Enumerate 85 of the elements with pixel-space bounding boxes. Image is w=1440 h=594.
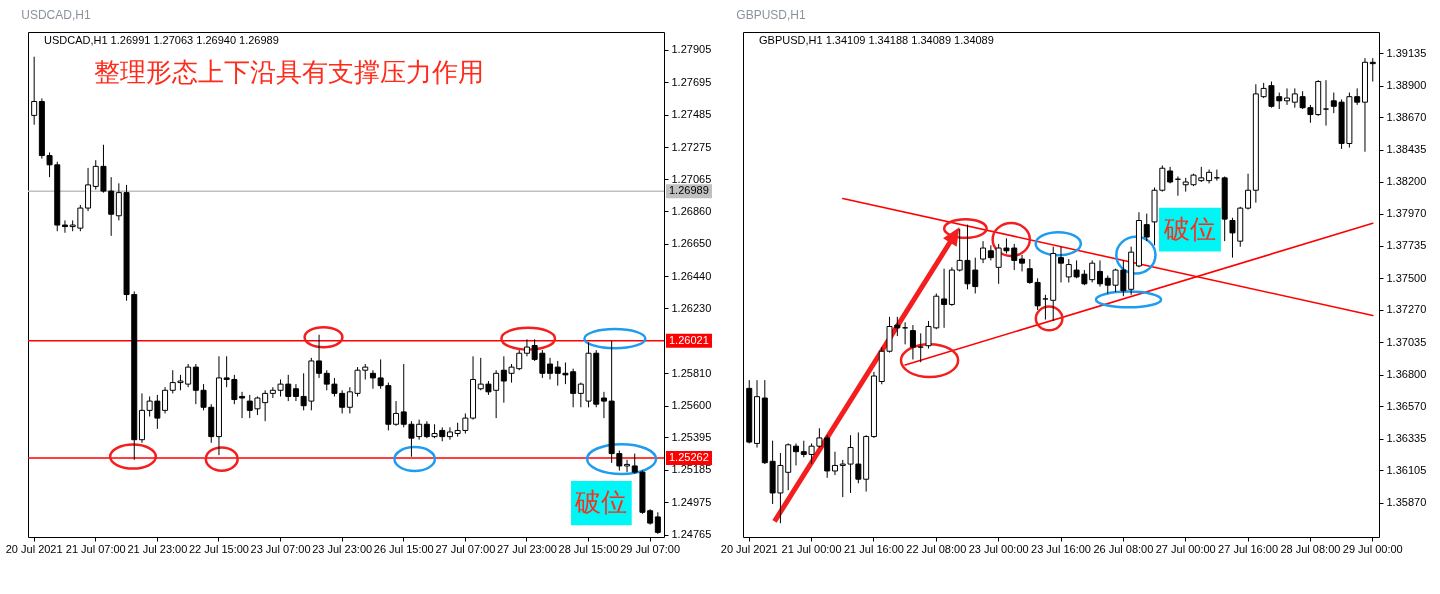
y-tick-label: 1.39135 [1386, 46, 1427, 59]
y-tick-label: 1.27485 [671, 108, 712, 121]
y-tick-label: 1.25395 [671, 430, 712, 443]
x-tick-label: 27 Jul 07:00 [435, 542, 496, 555]
ref-line-label: 1.26021 [669, 333, 709, 346]
ref-line-label: 1.26989 [669, 184, 709, 197]
candlestick [624, 459, 631, 473]
x-tick-label: 23 Jul 07:00 [250, 542, 311, 555]
x-tick-label: 21 Jul 00:00 [781, 542, 842, 555]
y-tick-label: 1.26860 [671, 204, 712, 217]
candlestick [61, 219, 68, 234]
x-tick-label: 27 Jul 23:00 [496, 542, 557, 555]
candlestick [1042, 294, 1049, 321]
annotation: 整理形态上下沿具有支撑压力作用 [94, 56, 485, 87]
y-tick-label: 1.38900 [1386, 79, 1427, 92]
x-tick-label: 22 Jul 15:00 [188, 542, 249, 555]
y-tick-label: 1.37970 [1386, 207, 1427, 220]
y-tick-label: 1.37035 [1386, 335, 1427, 348]
x-tick-label: 27 Jul 16:00 [1218, 542, 1279, 555]
y-tick-label: 1.26440 [671, 269, 712, 282]
x-tick-label: 23 Jul 00:00 [968, 542, 1029, 555]
x-tick-label: 23 Jul 23:00 [312, 542, 373, 555]
x-tick-label: 29 Jul 07:00 [620, 542, 681, 555]
y-tick-label: 1.24765 [671, 528, 712, 541]
candlestick [941, 268, 948, 329]
candlestick [917, 332, 924, 363]
candlestick [547, 357, 554, 380]
ref-line-label: 1.25262 [669, 450, 709, 463]
y-tick-label: 1.26230 [671, 301, 712, 314]
x-tick-label: 21 Jul 16:00 [843, 542, 904, 555]
y-tick-label: 1.35870 [1386, 496, 1427, 509]
chart-subtitle: USDCAD,H1 1.26991 1.27063 1.26940 1.26989 [44, 34, 279, 46]
y-tick-label: 1.36335 [1386, 432, 1427, 445]
candlestick [292, 383, 299, 402]
x-tick-label: 23 Jul 16:00 [1031, 542, 1091, 555]
y-tick-label: 1.37270 [1386, 303, 1427, 316]
chart-title: GBPUSD,H1 [736, 8, 806, 22]
x-tick-label: 28 Jul 15:00 [558, 542, 619, 555]
y-tick-label: 1.27275 [671, 140, 712, 153]
y-tick-label: 1.37735 [1386, 239, 1427, 252]
candlestick [1323, 79, 1329, 127]
candlestick [980, 240, 987, 264]
y-tick-label: 1.38435 [1386, 143, 1427, 156]
chart-subtitle: GBPUSD,H1 1.34109 1.34188 1.34089 1.34089 [759, 34, 994, 46]
candlestick [1096, 259, 1103, 288]
y-tick-label: 1.27905 [671, 43, 712, 56]
x-tick-label: 21 Jul 07:00 [65, 542, 126, 555]
y-tick-label: 1.27065 [671, 172, 712, 185]
y-tick-label: 1.36800 [1386, 368, 1427, 381]
candlestick [793, 442, 799, 466]
annotation: 破位 [574, 487, 628, 518]
x-tick-label: 22 Jul 08:00 [906, 542, 967, 555]
candlestick [1019, 254, 1026, 272]
y-tick-label: 1.36105 [1386, 463, 1427, 476]
x-tick-label: 26 Jul 08:00 [1093, 542, 1154, 555]
chart-title: USDCAD,H1 [21, 8, 91, 22]
x-tick-label: 28 Jul 08:00 [1280, 542, 1341, 555]
y-tick-label: 1.26650 [671, 237, 712, 250]
x-tick-label: 20 Jul 2021 [720, 542, 778, 555]
y-tick-label: 1.25600 [671, 399, 712, 412]
y-tick-label: 1.36570 [1386, 399, 1427, 412]
x-tick-label: 20 Jul 2021 [5, 542, 63, 555]
annotation: 破位 [1162, 213, 1216, 244]
candlestick [1369, 57, 1376, 83]
y-tick-label: 1.27695 [671, 75, 712, 88]
candlestick [1284, 87, 1291, 106]
x-tick-label: 27 Jul 00:00 [1155, 542, 1216, 555]
x-tick-label: 29 Jul 00:00 [1342, 542, 1403, 555]
candlestick [1143, 213, 1150, 242]
candlestick [1213, 169, 1220, 182]
candlestick [831, 451, 838, 476]
y-tick-label: 1.37500 [1386, 271, 1427, 284]
candlestick [31, 56, 38, 126]
y-tick-label: 1.24975 [671, 495, 712, 508]
y-tick-label: 1.25185 [671, 463, 712, 476]
candlestick [909, 324, 916, 360]
candlestick [393, 400, 400, 427]
candlestick [654, 511, 661, 535]
candlestick [1245, 173, 1252, 211]
y-tick-label: 1.25810 [671, 366, 712, 379]
candlestick [1058, 246, 1064, 283]
x-tick-label: 26 Jul 15:00 [373, 542, 434, 555]
y-tick-label: 1.38670 [1386, 110, 1427, 123]
x-tick-label: 21 Jul 23:00 [127, 542, 188, 555]
y-tick-label: 1.38200 [1386, 175, 1427, 188]
